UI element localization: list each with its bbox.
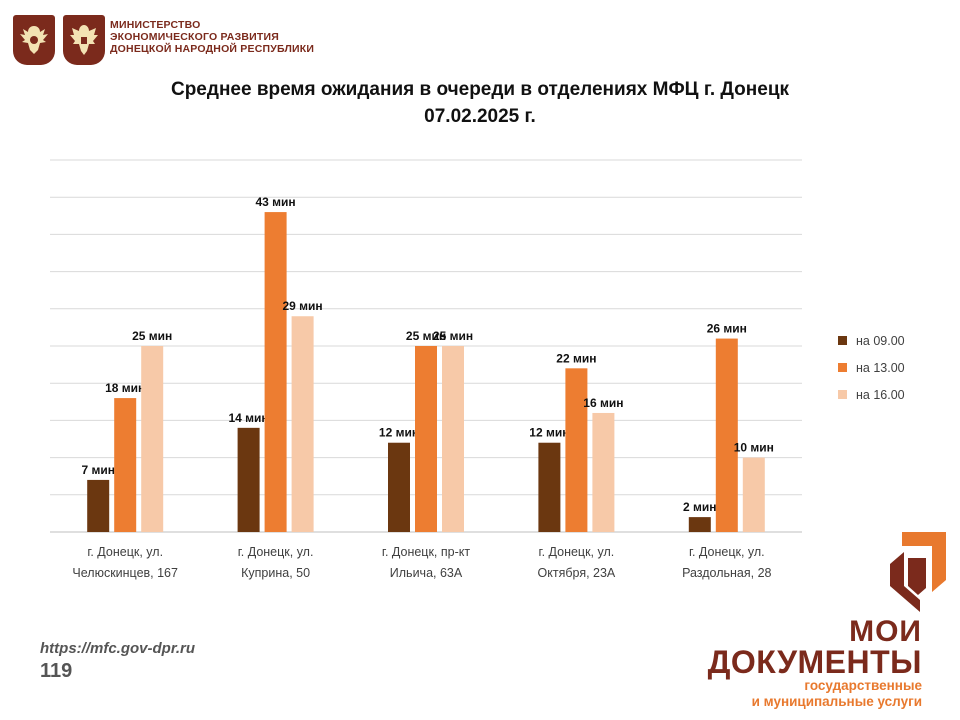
x-tick-label: Ильича, 63А bbox=[390, 566, 463, 580]
legend-label: на 09.00 bbox=[856, 334, 905, 348]
data-label: 2 мин bbox=[683, 500, 717, 514]
x-tick-label: Раздольная, 28 bbox=[682, 566, 771, 580]
bar bbox=[592, 412, 615, 532]
logo-subtitle-2: и муниципальные услуги bbox=[751, 694, 922, 709]
legend-label: на 13.00 bbox=[856, 361, 905, 375]
data-label: 25 мин bbox=[433, 329, 473, 343]
logo-line-1: МОИ bbox=[849, 615, 922, 648]
coat-of-arms-dpr-icon bbox=[63, 15, 105, 65]
legend-label: на 16.00 bbox=[856, 388, 905, 402]
coat-of-arms-russia-icon bbox=[13, 15, 55, 65]
bar bbox=[442, 346, 464, 532]
x-tick-label: Челюскинцев, 167 bbox=[72, 566, 178, 580]
bar bbox=[114, 398, 137, 532]
data-label: 10 мин bbox=[734, 441, 774, 455]
x-tick-label: Куприна, 50 bbox=[241, 566, 310, 580]
ministry-line-3: ДОНЕЦКОЙ НАРОДНОЙ РЕСПУБЛИКИ bbox=[110, 43, 315, 55]
bar bbox=[538, 442, 561, 532]
x-tick-label: г. Донецк, пр-кт bbox=[382, 545, 470, 559]
x-tick-label: г. Донецк, ул. bbox=[689, 545, 765, 559]
logo-line-2: ДОКУМЕНТЫ bbox=[707, 644, 922, 680]
website-url[interactable]: https://mfc.gov-dpr.ru bbox=[40, 640, 195, 657]
x-tick-label: г. Донецк, ул. bbox=[238, 545, 314, 559]
bar bbox=[141, 346, 164, 532]
x-tick-label: г. Донецк, ул. bbox=[87, 545, 163, 559]
data-label: 16 мин bbox=[583, 396, 623, 410]
data-label: 12 мин bbox=[379, 426, 419, 440]
x-tick-label: Октября, 23А bbox=[538, 566, 616, 580]
data-label: 26 мин bbox=[707, 322, 747, 336]
legend-swatch bbox=[838, 363, 847, 372]
legend-swatch bbox=[838, 336, 847, 345]
data-label: 29 мин bbox=[283, 299, 323, 313]
legend-swatch bbox=[838, 390, 847, 399]
chart-title-block: Среднее время ожидания в очереди в отдел… bbox=[0, 76, 960, 130]
data-label: 14 мин bbox=[229, 411, 269, 425]
chart-subtitle: 07.02.2025 г. bbox=[424, 106, 536, 127]
data-label: 25 мин bbox=[132, 329, 172, 343]
bar bbox=[388, 442, 410, 532]
bar bbox=[291, 316, 314, 532]
x-tick-label: г. Донецк, ул. bbox=[539, 545, 615, 559]
ministry-line-1: МИНИСТЕРСТВО bbox=[110, 19, 201, 31]
data-label: 7 мин bbox=[81, 463, 115, 477]
data-label: 18 мин bbox=[105, 381, 145, 395]
logo-subtitle-1: государственные bbox=[804, 678, 922, 693]
bar bbox=[87, 479, 110, 532]
bar bbox=[742, 457, 765, 532]
data-label: 12 мин bbox=[529, 426, 569, 440]
bar bbox=[565, 368, 588, 532]
bar bbox=[415, 346, 437, 532]
bar bbox=[264, 212, 287, 532]
bar bbox=[237, 427, 260, 532]
moi-dokumenty-logo-icon bbox=[890, 532, 946, 612]
bar bbox=[715, 338, 738, 532]
moi-dokumenty-logo: МОИ ДОКУМЕНТЫ государственные и муниципа… bbox=[707, 615, 922, 710]
data-label: 22 мин bbox=[556, 351, 596, 365]
data-label: 25 мин bbox=[406, 329, 446, 343]
data-label: 43 мин bbox=[256, 195, 296, 209]
page-number: 119 bbox=[40, 660, 73, 682]
ministry-name: МИНИСТЕРСТВО ЭКОНОМИЧЕСКОГО РАЗВИТИЯ ДОН… bbox=[110, 19, 314, 55]
chart-title: Среднее время ожидания в очереди в отдел… bbox=[170, 79, 790, 100]
bar bbox=[688, 517, 711, 532]
ministry-line-2: ЭКОНОМИЧЕСКОГО РАЗВИТИЯ bbox=[110, 31, 280, 43]
